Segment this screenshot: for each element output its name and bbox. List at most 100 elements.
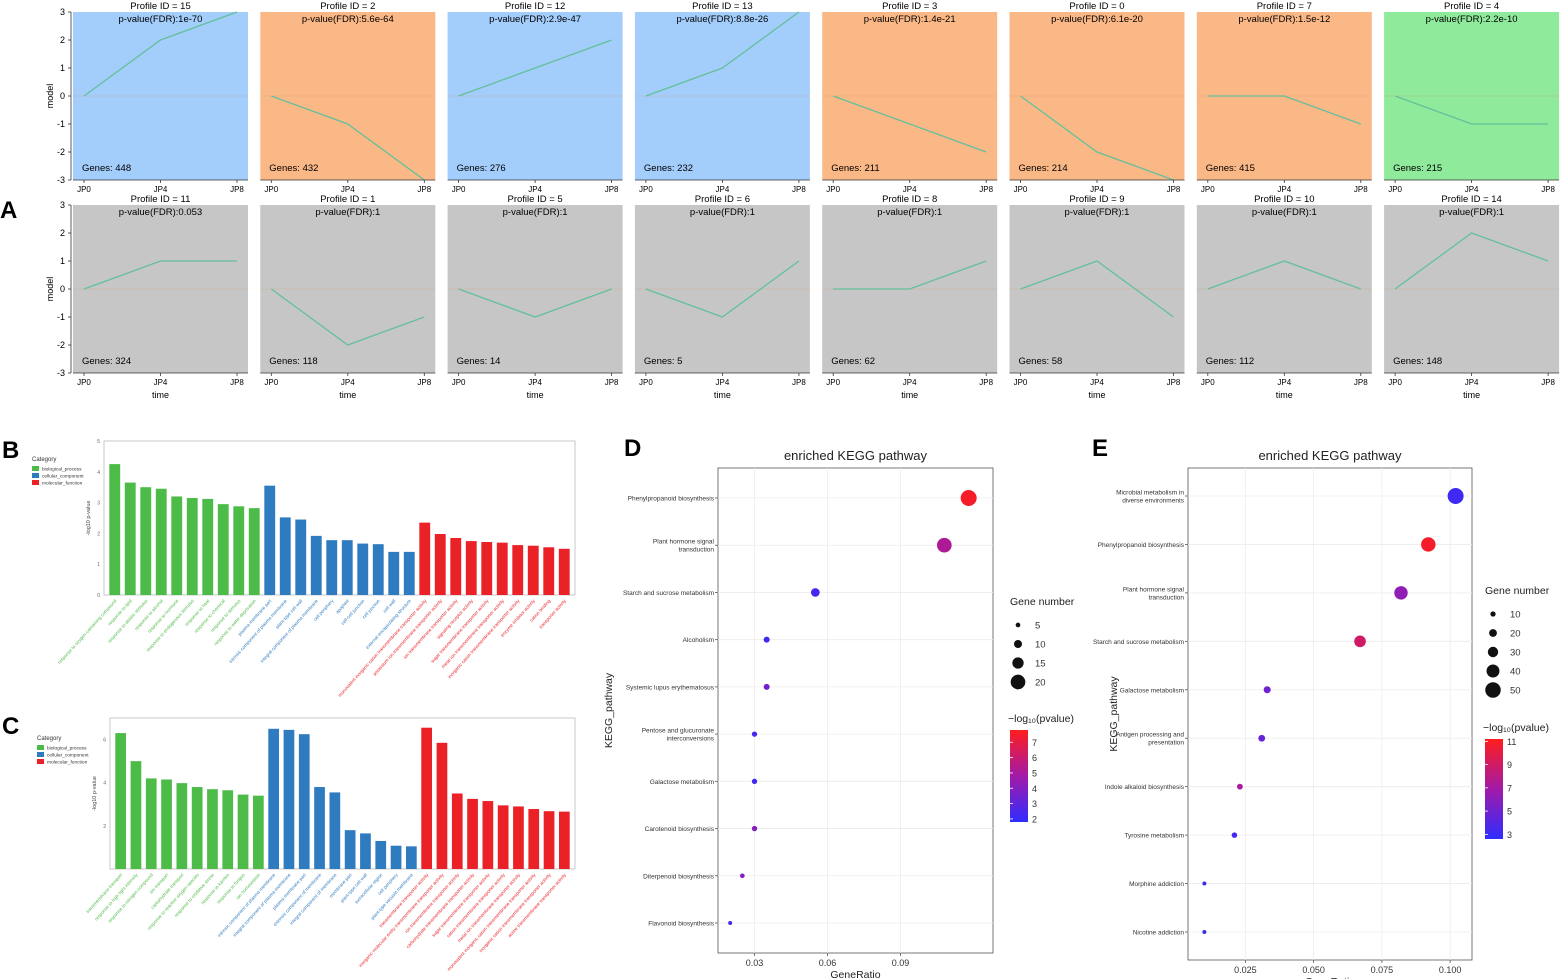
y-tick-label: 1 [60,63,65,73]
profile-gene-count: Genes: 232 [644,163,693,174]
bar [513,806,524,869]
profile-title: Profile ID = 0 [1069,1,1124,12]
profile-title: Profile ID = 6 [695,194,750,205]
color-legend-label: 2 [1032,814,1037,824]
x-tick-label: intrinsic component of plasma membrane [228,598,288,664]
legend-label: biological_process [47,746,87,752]
profile-title: Profile ID = 15 [130,1,190,12]
size-legend-title: Gene number [1485,585,1550,597]
x-tick-label: 0.03 [746,958,764,968]
x-axis-title: GeneRatio [830,969,880,979]
bar [233,506,245,595]
profile-panel: Profile ID = 14 p-value(FDR):1 Genes: 148 J… [1384,194,1560,400]
profile-line [1020,260,1174,318]
y-tick-label: Pentose and glucuronate [642,728,715,735]
y-tick-label: 0 [60,91,65,101]
x-axis-title: time [714,390,731,400]
profile-gene-count: Genes: 58 [1019,356,1063,367]
bar [207,789,218,869]
x-tick-label: JP4 [1465,378,1479,387]
bar [222,790,234,869]
profile-line [83,260,237,290]
y-tick-label: 3 [97,501,100,507]
profile-title: Profile ID = 9 [1069,194,1124,205]
y-tick-label: Plant hormone signal [1123,586,1185,593]
profile-title: Profile ID = 8 [882,194,937,205]
bar [314,787,325,869]
y-tick-label: Morphine addiction [1129,881,1184,888]
x-tick-label: 0.06 [819,958,837,968]
bar [130,761,142,869]
y-tick-label: transduction [679,547,715,554]
size-legend-dot [1490,611,1496,617]
x-tick-label: JP4 [1277,378,1291,387]
plot-frame [103,440,576,596]
y-tick-label: -2 [57,340,65,350]
profile-title: Profile ID = 11 [131,194,191,205]
panel-e-kegg-dot-plot: enriched KEGG pathway 0.025 0.050 0.075 0.10… [1093,448,1550,979]
x-tick-label: JP0 [639,378,653,387]
x-tick-label: integral component of plasma membrane [232,872,292,938]
data-point [763,636,770,643]
bar [403,551,415,595]
data-point [1421,537,1436,552]
profile-panel: Profile ID = 2 p-value(FDR):5.6e-64 Genes:… [260,1,436,194]
bar [543,811,555,869]
profile-pvalue: p-value(FDR):0.053 [119,207,202,218]
profile-panel: Profile ID = 0 p-value(FDR):6.1e-20 Genes:… [1009,1,1185,194]
y-tick-label: Flavonoid biosynthesis [648,921,715,928]
size-legend-label: 50 [1510,686,1521,697]
data-point [763,683,770,690]
x-tick-label: JP8 [1541,185,1555,194]
size-legend-dot [1015,622,1021,628]
x-tick-label: JP4 [903,185,917,194]
bar [155,488,167,595]
bar [375,840,387,869]
x-tick-label: 0.050 [1302,965,1325,975]
y-tick-label: 0 [60,284,65,294]
x-tick-label: 0.100 [1439,965,1462,975]
legend-label: biological_process [42,467,82,473]
x-axis-title: time [339,390,356,400]
panel-b-go-bar-chart: 5 4 3 2 1 0 -log10 p-value response to oxygen-c… [32,439,576,698]
profile-panel: Profile ID = 6 p-value(FDR):1 Genes: 5 JP0 J… [634,194,810,400]
y-tick-label: 0 [97,593,100,599]
color-legend-label: 7 [1507,783,1512,793]
profile-gene-count: Genes: 14 [457,356,501,367]
profile-pvalue: p-value(FDR):1.4e-21 [864,14,956,25]
bar [217,504,229,595]
profile-panel: Profile ID = 1 p-value(FDR):1 Genes: 118 JP… [260,194,436,400]
panel-label-b: B [2,437,19,464]
color-legend-label: 5 [1032,768,1037,778]
profile-gene-count: Genes: 214 [1019,163,1068,174]
x-tick-label: JP0 [1201,185,1215,194]
y-tick-label: Indole alkaloid biosynthesis [1105,784,1185,791]
x-tick-label: JP4 [528,378,542,387]
legend-swatch [32,473,39,478]
profile-pvalue: p-value(FDR):2.2e-10 [1426,14,1518,25]
profile-line [458,39,612,97]
size-legend-label: 20 [1510,629,1521,640]
y-tick-label: 5 [97,439,100,445]
data-point [751,731,758,737]
color-legend-bar [1010,730,1028,822]
y-tick-label: 2 [97,531,100,537]
legend-swatch [32,466,39,471]
bar [264,485,276,595]
x-tick-label: JP4 [1465,185,1479,194]
x-tick-label: JP0 [1201,378,1215,387]
x-tick-label: JP0 [452,185,466,194]
x-tick-label: JP8 [979,378,993,387]
x-tick-label: JP4 [1090,378,1104,387]
bar [140,487,152,595]
y-tick-label: Microbial metabolism in [1116,490,1184,497]
profile-line [645,11,800,97]
profile-gene-count: Genes: 211 [831,163,879,174]
bar [202,498,214,595]
bar [372,544,384,595]
bar [326,540,338,595]
profile-line [1394,95,1549,125]
size-legend-label: 20 [1035,678,1046,689]
x-tick-label: JP8 [1354,185,1368,194]
